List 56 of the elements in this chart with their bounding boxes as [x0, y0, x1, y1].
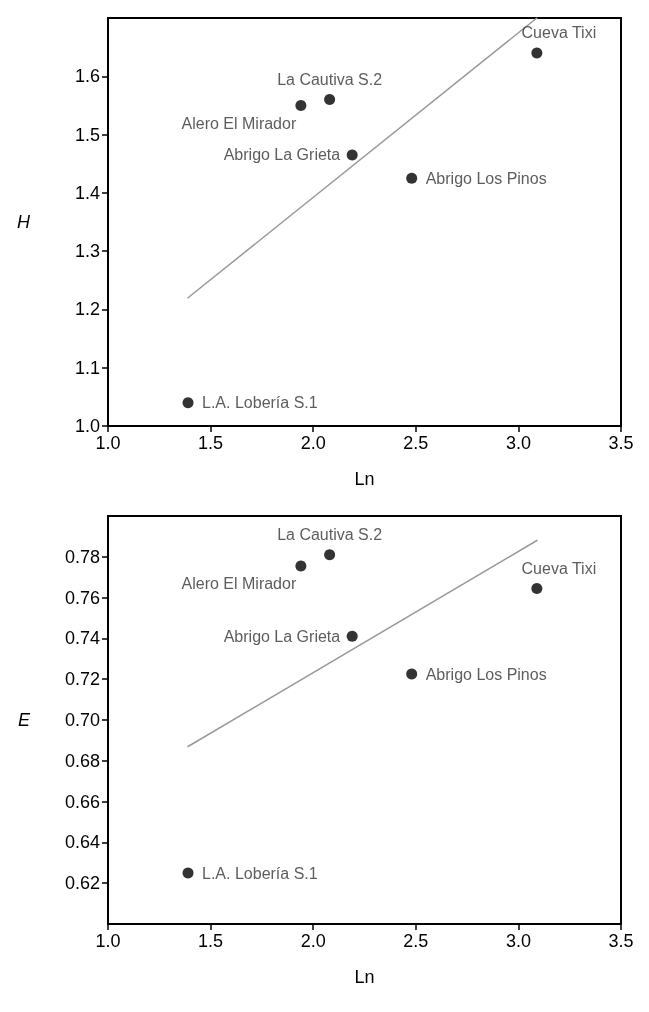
- y-tick-label: 0.76: [64, 587, 100, 608]
- y-tick-label: 1.1: [74, 357, 100, 378]
- point: [406, 668, 418, 680]
- x-tick-label: 2.5: [403, 931, 429, 951]
- y-tick-label: 0.74: [64, 628, 100, 649]
- y-tick-label: 0.70: [64, 710, 100, 730]
- x-axis-title: Ln: [354, 967, 375, 987]
- x-axis-title: Ln: [354, 469, 375, 489]
- annotation: Alero El Mirador: [181, 114, 297, 132]
- x-tick-label: 1.0: [95, 433, 121, 453]
- point: [531, 582, 543, 594]
- y-tick-label: 0.66: [64, 791, 100, 812]
- y-tick-label: 0.68: [64, 750, 100, 771]
- x-tick-label: 1.0: [95, 931, 121, 951]
- x-tick-label: 1.5: [198, 433, 224, 453]
- x-tick-label: 3.5: [608, 433, 634, 453]
- point: [406, 172, 418, 184]
- annotation: Cueva Tixi: [521, 24, 597, 42]
- y-tick-label: 1.0: [74, 416, 100, 436]
- y-tick-label: 0.72: [64, 669, 100, 690]
- point: [346, 149, 358, 161]
- x-tick-label: 3.0: [505, 433, 531, 453]
- y-tick-label: 1.5: [74, 124, 100, 145]
- annotation: La Cautiva S.2: [277, 526, 383, 544]
- annotation: Alero El Mirador: [181, 575, 297, 593]
- x-tick-label: 1.5: [198, 931, 224, 951]
- annotation: Cueva Tixi: [521, 559, 597, 577]
- point: [182, 397, 194, 409]
- point: [324, 94, 336, 106]
- point: [531, 47, 543, 59]
- y-tick-label: 0.64: [64, 832, 100, 853]
- annotation: L.A. Lobería S.1: [202, 394, 318, 412]
- annotation: Abrigo La Grieta: [223, 146, 341, 164]
- x-tick-label: 3.5: [608, 931, 634, 951]
- point: [182, 867, 194, 879]
- y-tick-label: 1.3: [74, 241, 100, 262]
- x-tick-label: 2.0: [300, 931, 326, 951]
- annotation: La Cautiva S.2: [277, 71, 383, 89]
- x-tick-label: 3.0: [505, 931, 531, 951]
- y-tick-label: 0.78: [64, 546, 100, 567]
- annotation: L.A. Lobería S.1: [202, 864, 318, 882]
- y-tick-label: 1.6: [74, 66, 100, 87]
- y-tick-label: 0.62: [64, 873, 100, 894]
- point: [295, 99, 307, 111]
- y-axis-title: E: [17, 710, 31, 730]
- point: [346, 630, 358, 642]
- y-tick-label: 1.2: [74, 299, 100, 320]
- y-axis-title: H: [17, 212, 31, 232]
- x-tick-label: 2.0: [300, 433, 326, 453]
- annotation: Abrigo Los Pinos: [425, 169, 547, 187]
- y-tick-label: 1.4: [74, 182, 100, 203]
- x-tick-label: 2.5: [403, 433, 429, 453]
- point: [324, 549, 336, 561]
- annotation: Abrigo Los Pinos: [425, 665, 547, 683]
- annotation: Abrigo La Grieta: [223, 627, 341, 645]
- point: [295, 560, 307, 572]
